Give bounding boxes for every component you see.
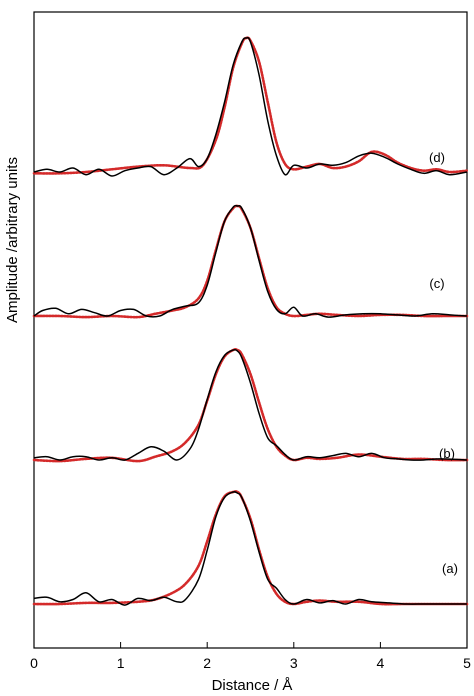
experimental-curve-c [33,204,468,318]
panel-b: (b) [32,348,469,463]
panel-a: (a) [32,490,469,606]
panel-label-a: (a) [442,561,458,576]
x-ticks: 0 1 2 3 4 5 [30,642,471,671]
x-tick-label-2: 2 [203,655,211,671]
panel-label-c: (c) [429,276,444,291]
panels: (d) (c) (b) (a) [32,36,469,606]
experimental-curve-d [33,36,468,177]
experimental-curve-a [33,491,467,606]
plot-frame [33,11,468,649]
experimental-curve-b [33,348,468,461]
x-tick-label-5: 5 [463,655,471,671]
fit-curve-a [32,490,469,606]
fit-curve-d [32,36,469,175]
x-tick-label-1: 1 [117,655,125,671]
panel-label-d: (d) [429,150,445,165]
fit-curve-b [32,348,469,463]
panel-label-b: (b) [439,446,455,461]
panel-d: (d) [32,36,469,177]
x-tick-label-0: 0 [30,655,38,671]
y-axis-label: Amplitude /arbitrary units [4,157,21,323]
x-tick-label-4: 4 [377,655,385,671]
fit-curve-c [32,204,469,319]
x-tick-label-3: 3 [290,655,298,671]
x-axis-label: Distance / Å [212,677,293,694]
panel-c: (c) [32,204,469,319]
